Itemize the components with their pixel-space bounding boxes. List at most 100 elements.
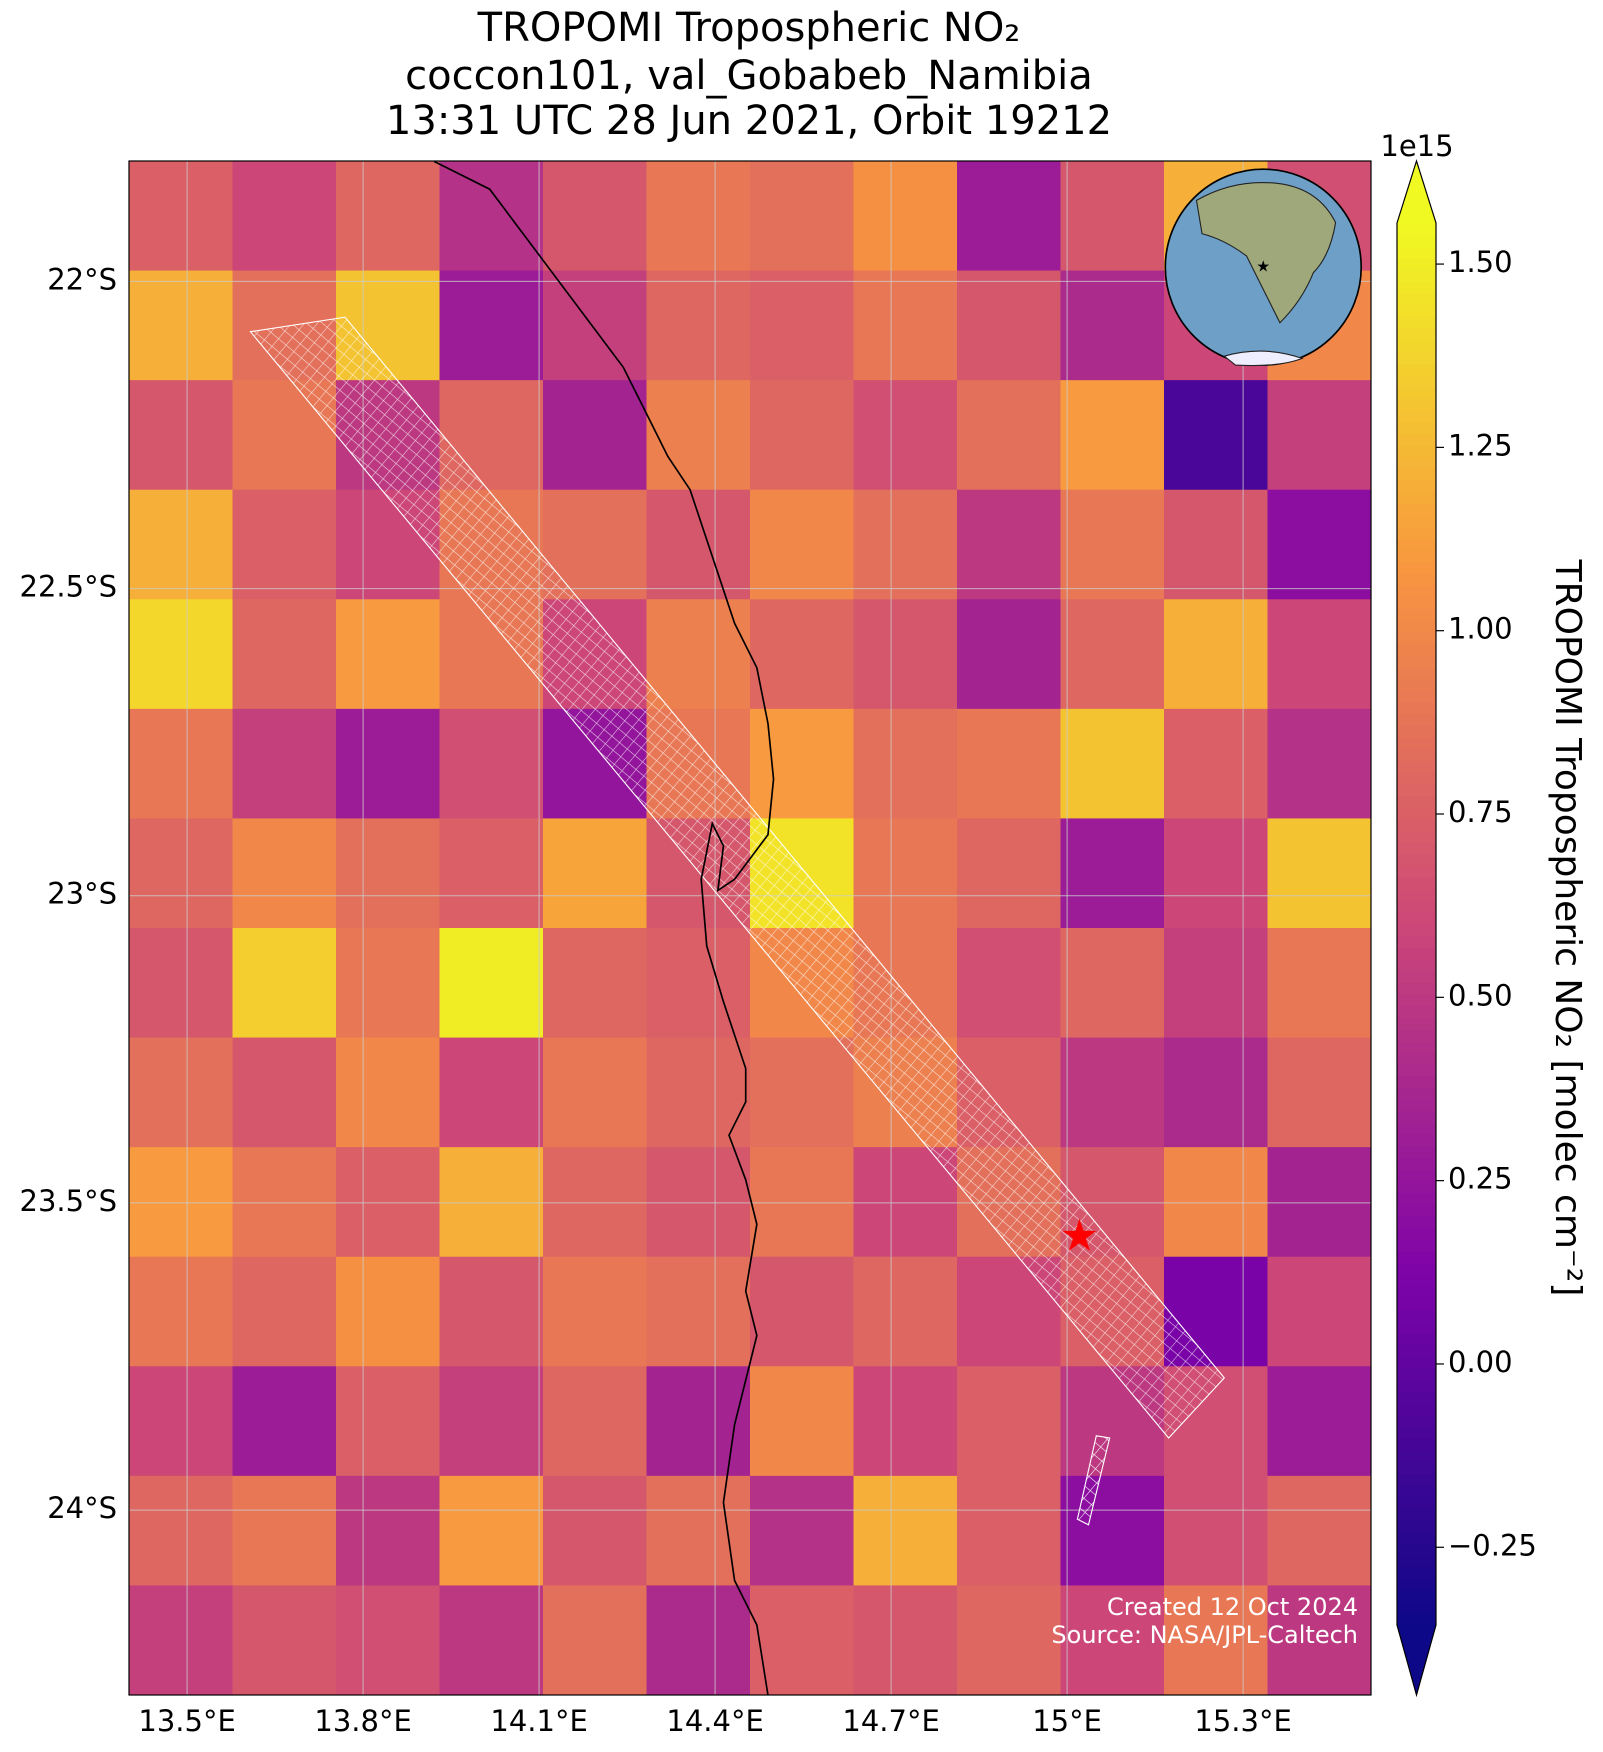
colorbar-label: TROPOMI Tropospheric NO₂ [molec cm⁻²] bbox=[1547, 559, 1588, 1297]
colorbar-step bbox=[1397, 515, 1436, 528]
colorbar-tick-label: 1.00 bbox=[1448, 612, 1513, 646]
grid-cell bbox=[1267, 489, 1371, 600]
colorbar-step bbox=[1397, 1344, 1436, 1357]
grid-cell bbox=[439, 1147, 544, 1258]
colorbar-step bbox=[1397, 1262, 1436, 1276]
colorbar-step bbox=[1397, 877, 1436, 890]
grid-cell bbox=[1060, 161, 1165, 272]
grid-cell bbox=[129, 270, 233, 381]
grid-cell bbox=[646, 380, 751, 491]
colorbar-step bbox=[1397, 269, 1436, 283]
grid-cell bbox=[1267, 1475, 1371, 1586]
grid-cell bbox=[957, 928, 1061, 1039]
colorbar-step bbox=[1397, 480, 1436, 493]
grid-cell bbox=[1060, 599, 1165, 710]
swath-fragment bbox=[1076, 1435, 1111, 1526]
grid-cell bbox=[439, 161, 544, 272]
grid-cell bbox=[439, 1585, 544, 1695]
colorbar-step bbox=[1397, 853, 1436, 867]
station-marker: ★ bbox=[1060, 1211, 1099, 1262]
grid-cell bbox=[129, 161, 233, 272]
grid-cell bbox=[543, 161, 647, 272]
grid-cell bbox=[1164, 1037, 1268, 1148]
grid-cell bbox=[232, 161, 337, 272]
colorbar-step bbox=[1397, 1087, 1436, 1100]
colorbar-step bbox=[1397, 1134, 1436, 1147]
colorbar-step bbox=[1397, 468, 1436, 481]
colorbar bbox=[1396, 159, 1444, 1698]
colorbar-step bbox=[1397, 1297, 1436, 1311]
x-tick-label: 14.1°E bbox=[490, 1704, 587, 1738]
grid-cell bbox=[129, 489, 233, 600]
colorbar-step bbox=[1397, 246, 1436, 259]
colorbar-tick-label: 1.25 bbox=[1448, 428, 1513, 462]
grid-cell bbox=[1060, 818, 1165, 929]
grid-cell bbox=[646, 1037, 751, 1148]
colorbar-step bbox=[1397, 1052, 1436, 1065]
grid-cell bbox=[646, 161, 751, 272]
colorbar-step bbox=[1397, 1589, 1436, 1603]
colorbar-step bbox=[1397, 304, 1436, 318]
grid-cell bbox=[232, 1256, 337, 1367]
grid-cell bbox=[750, 1147, 854, 1258]
colorbar-step bbox=[1397, 1157, 1436, 1170]
colorbar-step bbox=[1397, 1216, 1436, 1229]
grid-cell bbox=[750, 380, 854, 491]
grid-cell bbox=[543, 1037, 647, 1148]
grid-cell bbox=[853, 161, 958, 272]
grid-cell bbox=[232, 928, 337, 1039]
colorbar-step bbox=[1397, 620, 1436, 633]
colorbar-step bbox=[1397, 1566, 1436, 1579]
x-tick-label: 13.5°E bbox=[138, 1704, 235, 1738]
colorbar-step bbox=[1397, 596, 1436, 610]
colorbar-step bbox=[1397, 1379, 1436, 1392]
grid-cell bbox=[646, 1256, 751, 1367]
colorbar-step bbox=[1397, 924, 1436, 937]
grid-cell bbox=[853, 1147, 958, 1258]
grid-cell bbox=[853, 1256, 958, 1367]
colorbar-step bbox=[1397, 281, 1436, 294]
colorbar-step bbox=[1397, 1403, 1436, 1416]
grid-cell bbox=[853, 1585, 958, 1695]
grid-cell bbox=[129, 1037, 233, 1148]
grid-cell bbox=[336, 1475, 440, 1586]
colorbar-step bbox=[1397, 363, 1436, 376]
colorbar-step bbox=[1397, 409, 1436, 423]
globe-star: ★ bbox=[1256, 258, 1270, 276]
colorbar-step bbox=[1397, 702, 1436, 715]
grid-cell bbox=[957, 1475, 1061, 1586]
grid-cell bbox=[1267, 1585, 1371, 1695]
colorbar-step bbox=[1397, 550, 1436, 563]
colorbar-step bbox=[1397, 374, 1436, 388]
colorbar-step bbox=[1397, 234, 1436, 247]
grid-cell bbox=[1164, 818, 1268, 929]
colorbar-step bbox=[1397, 585, 1436, 598]
grid-cell bbox=[232, 489, 337, 600]
colorbar-step bbox=[1397, 293, 1436, 306]
grid-cell bbox=[543, 1585, 647, 1695]
grid-cell bbox=[1164, 1147, 1268, 1258]
grid-cell bbox=[439, 708, 544, 819]
grid-cell bbox=[1267, 599, 1371, 710]
colorbar-step bbox=[1397, 737, 1436, 750]
swath bbox=[249, 316, 1226, 1439]
grid-cell bbox=[543, 270, 647, 381]
footer: Source: NASA/JPL-Caltech bbox=[1051, 1621, 1358, 1649]
colorbar-step bbox=[1397, 900, 1436, 913]
grid-cell bbox=[336, 1256, 440, 1367]
colorbar-step bbox=[1397, 982, 1436, 995]
colorbar-step bbox=[1397, 1169, 1436, 1182]
y-tick-label: 23.5°S bbox=[20, 1184, 117, 1218]
grid-cell bbox=[129, 928, 233, 1039]
colorbar-tick-label: −0.25 bbox=[1448, 1528, 1537, 1562]
colorbar-step bbox=[1397, 421, 1436, 434]
colorbar-step bbox=[1397, 1414, 1436, 1427]
colorbar-step bbox=[1397, 1017, 1436, 1030]
colorbar-step bbox=[1397, 1227, 1436, 1241]
x-tick-label: 14.4°E bbox=[666, 1704, 763, 1738]
grid-cell bbox=[853, 1366, 958, 1477]
grid-cell bbox=[439, 1256, 544, 1367]
colorbar-tick-label: 0.50 bbox=[1448, 978, 1513, 1012]
grid-cell bbox=[1164, 1475, 1268, 1586]
